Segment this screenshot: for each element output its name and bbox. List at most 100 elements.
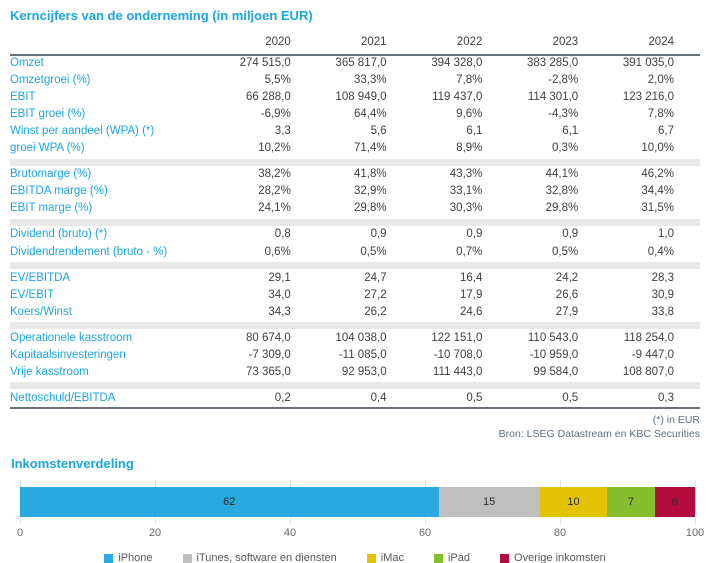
cell-value: 114 301,0 (527, 91, 579, 104)
table-row: EV/EBITDA 29,1 24,7 16,4 24,2 28,3 (10, 270, 700, 287)
year-header: 2024 (648, 36, 674, 48)
section-divider (10, 158, 700, 166)
cell-value: 26,6 (555, 288, 579, 301)
cell-value: 123 216,0 (622, 91, 674, 104)
table-row: Omzet 274 515,0 365 817,0 394 328,0 383 285,… (10, 56, 700, 73)
cell-value: 38,2% (258, 168, 291, 181)
axis-tick-label: 80 (553, 527, 567, 540)
row-label: Brutomarge (%) (10, 168, 92, 181)
cell-value: 33,3% (353, 74, 387, 87)
cell-value: 24,2 (555, 271, 579, 284)
bar-segment-value: 62 (223, 496, 236, 509)
cell-value: 7,8% (647, 108, 674, 121)
cell-value: -10 708,0 (433, 348, 483, 361)
cell-value: 29,8% (545, 202, 579, 215)
table-body: Omzet 274 515,0 365 817,0 394 328,0 383 285,… (10, 56, 700, 408)
table-row: Dividendrendement (bruto - %) 0,6% 0,5% 0,7… (10, 244, 700, 262)
bar-segment-itunes-software-en-diensten: 15 (438, 487, 540, 518)
year-header: 2020 (265, 36, 291, 48)
year-header: 2022 (456, 36, 483, 48)
row-label: EBIT (10, 91, 36, 104)
legend-label: iTunes, software en diensten (196, 552, 337, 563)
cell-value: -9 447,0 (631, 348, 674, 361)
axis-tick-label: 100 (685, 527, 705, 540)
cell-value: 0,5% (360, 245, 387, 258)
row-label: EBITDA marge (%) (10, 185, 108, 198)
table-row: EBIT marge (%) 24,1% 29,8% 30,3% 29,8% 31,5% (10, 201, 700, 218)
cell-value: 274 515,0 (239, 57, 291, 70)
cell-value: 30,9 (651, 288, 674, 301)
cell-value: 118 254,0 (623, 331, 674, 344)
cell-value: 2,0% (647, 74, 674, 87)
footnote-in-eur: (*) in EUR (652, 414, 700, 427)
cell-value: 9,6% (456, 108, 483, 121)
row-label: Omzet (10, 57, 44, 70)
cell-value: 119 437,0 (432, 91, 483, 104)
cell-value: 6,7 (658, 125, 674, 138)
row-label: Winst per aandeel (WPA) (*) (10, 125, 155, 138)
cell-value: 111 443,0 (432, 365, 483, 378)
cell-value: 0,9 (562, 228, 579, 241)
cell-value: 383 285,0 (527, 57, 579, 70)
bar-segment-iphone: 62 (20, 487, 439, 518)
cell-value: 0,5 (466, 391, 483, 404)
cell-value: 10,0% (641, 142, 674, 155)
cell-value: 92 953,0 (341, 365, 387, 378)
cell-value: 32,9% (353, 185, 387, 198)
cell-value: 44,1% (545, 168, 579, 181)
cell-value: 31,5% (641, 202, 674, 215)
bar-segment-imac: 10 (539, 487, 608, 518)
cell-value: 1,0 (658, 228, 674, 241)
row-label: EBIT groei (%) (10, 108, 86, 121)
bar-segment-value: 7 (627, 496, 634, 509)
cell-value: 16,4 (460, 271, 483, 284)
stacked-bar: 62 15 10 7 6 (20, 487, 695, 518)
cell-value: 108 949,0 (335, 91, 387, 104)
table-row: Winst per aandeel (WPA) (*) 3,3 5,6 6,1 6,1 6… (10, 124, 700, 141)
cell-value: 3,3 (274, 125, 291, 138)
bar-segment-value: 10 (567, 496, 580, 509)
cell-value: 24,7 (364, 271, 387, 284)
cell-value: 46,2% (641, 168, 674, 181)
legend-swatch-icon (500, 553, 510, 563)
cell-value: 34,0 (268, 288, 291, 301)
cell-value: 0,3 (658, 391, 674, 404)
cell-value: 29,8% (353, 202, 387, 215)
legend-label: iMac (380, 552, 404, 563)
cell-value: 43,3% (449, 168, 483, 181)
axis-tick-label: 40 (283, 527, 297, 540)
cell-value: 6,1 (466, 125, 483, 138)
cell-value: 110 543,0 (527, 331, 579, 344)
table-header-row: 2020 2021 2022 2023 2024 (10, 36, 700, 54)
cell-value: 0,4% (647, 245, 674, 258)
cell-value: 27,9 (555, 305, 579, 318)
table-row: EBITDA marge (%) 28,2% 32,9% 33,1% 32,8% 34,4… (10, 184, 700, 201)
legend-item: Overige inkomsten (500, 552, 606, 563)
cell-value: 8,9% (456, 142, 483, 155)
cell-value: 10,2% (258, 142, 291, 155)
legend-item: iTunes, software en diensten (182, 552, 337, 563)
cell-value: 0,6% (264, 245, 291, 258)
cell-value: 6,1 (562, 125, 579, 138)
year-header: 2023 (552, 36, 579, 48)
cell-value: 0,7% (456, 245, 483, 258)
cell-value: 71,4% (353, 142, 387, 155)
cell-value: 32,8% (545, 185, 579, 198)
cell-value: 0,9 (370, 228, 387, 241)
row-label: Operationele kasstroom (10, 331, 133, 344)
cell-value: 108 807,0 (622, 365, 674, 378)
cell-value: 365 817,0 (335, 57, 387, 70)
table-row: groei WPA (%) 10,2% 71,4% 8,9% 0,3% 10,0% (10, 141, 700, 158)
chart-title: Inkomstenverdeling (11, 456, 134, 472)
row-label: Dividend (bruto) (*) (10, 228, 108, 241)
axis-tick-label: 20 (148, 527, 162, 540)
table-row: Omzetgroei (%) 5,5% 33,3% 7,8% -2,8% 2,0% (10, 73, 700, 90)
cell-value: 7,8% (456, 74, 483, 87)
table-row: Nettoschuld/EBITDA 0,2 0,4 0,5 0,5 0,3 (10, 390, 700, 407)
cell-value: 5,5% (264, 74, 291, 87)
row-label: Dividendrendement (bruto - %) (10, 245, 168, 258)
table-row: Kapitaalsinvesteringen -7 309,0 -11 085,0 -… (10, 347, 700, 364)
row-label: Koers/Winst (10, 305, 72, 318)
income-distribution-chart: 62 15 10 7 6 0 20 40 60 80 100 iPhone iTunes, soft… (10, 480, 704, 563)
table-bottom-border (10, 407, 700, 410)
